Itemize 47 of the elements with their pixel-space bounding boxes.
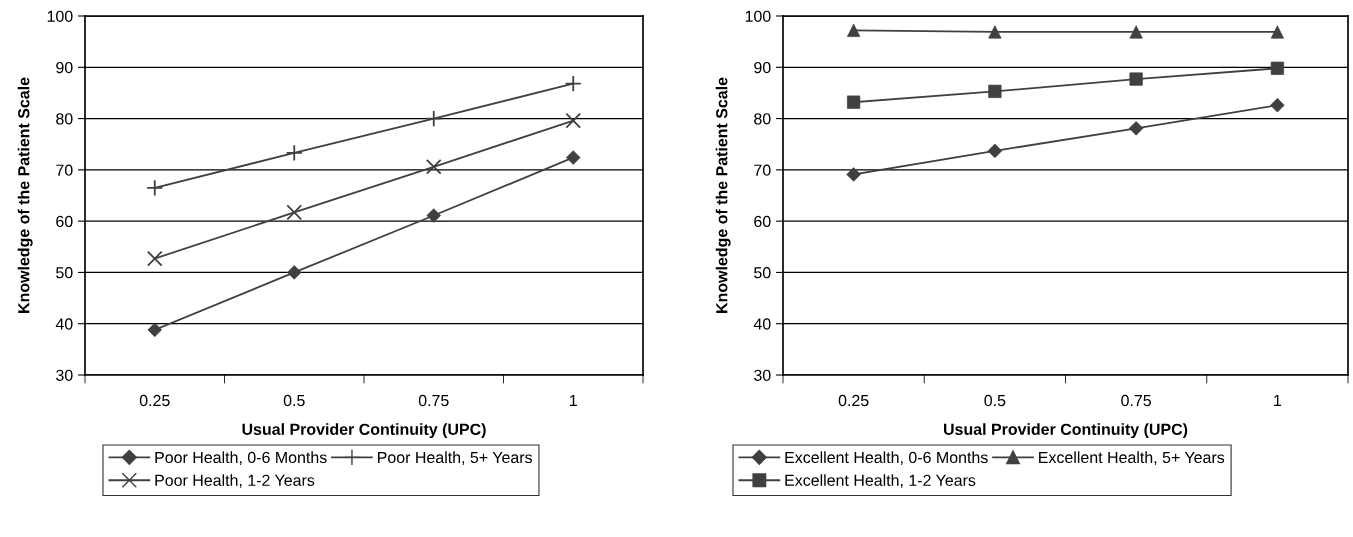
point	[1270, 61, 1284, 75]
legend-label: Poor Health, 5+ Years	[378, 451, 532, 465]
y-tick-label: 70	[754, 164, 771, 176]
point	[425, 158, 442, 175]
legend-label: Poor Health, 0-6 Months	[155, 451, 327, 465]
y-tick-label: 50	[754, 267, 771, 279]
y-tick-label: 60	[754, 215, 771, 228]
y-tick-label: 80	[754, 113, 771, 125]
y-tick-label: 40	[55, 318, 73, 330]
x-axis-title: Usual Provider Continuity (UPC)	[242, 423, 486, 439]
x-tick-label: 1	[570, 395, 577, 407]
x-tick-label: 0.25	[838, 394, 869, 407]
point	[287, 265, 302, 280]
x-tick-label: 0.5	[283, 394, 305, 407]
point	[146, 179, 164, 197]
y-axis-title: Knowledge of the Patient Scale	[715, 77, 731, 313]
y-tick-label: 50	[56, 267, 73, 279]
x-tick-label: 1	[1274, 395, 1282, 407]
legend-label: Excellent Health, 1-2 Years	[785, 474, 976, 488]
point	[564, 75, 582, 93]
y-axis-title: Knowledge of the Patient Scale	[17, 77, 33, 313]
y-tick-label: 30	[56, 369, 73, 381]
point	[146, 250, 163, 267]
legend-label: Excellent Health, 5+ Years	[1039, 451, 1225, 465]
x-tick-label: 0.25	[139, 394, 170, 407]
x-axis-title: Usual Provider Continuity (UPC)	[944, 423, 1188, 439]
y-tick-label: 100	[745, 10, 771, 22]
y-tick-label: 30	[754, 369, 771, 381]
point	[988, 84, 1002, 98]
point	[565, 112, 582, 129]
x-tick-label: 0.75	[418, 394, 449, 407]
y-tick-label: 80	[56, 113, 73, 125]
point	[286, 204, 303, 221]
x-tick-label: 0.75	[1121, 394, 1151, 407]
y-tick-label: 60	[56, 215, 73, 228]
point	[426, 208, 441, 223]
y-tick-label: 90	[754, 61, 771, 74]
y-tick-label: 70	[56, 164, 73, 176]
point	[425, 110, 443, 128]
y-tick-label: 90	[56, 61, 73, 74]
y-tick-label: 40	[753, 318, 771, 330]
y-tick-label: 100	[47, 10, 73, 22]
point	[1128, 121, 1144, 136]
legend-label: Excellent Health, 0-6 Months	[785, 451, 988, 465]
legend-label: Poor Health, 1-2 Years	[155, 474, 315, 488]
x-tick-label: 0.5	[984, 394, 1006, 407]
point	[285, 144, 303, 162]
